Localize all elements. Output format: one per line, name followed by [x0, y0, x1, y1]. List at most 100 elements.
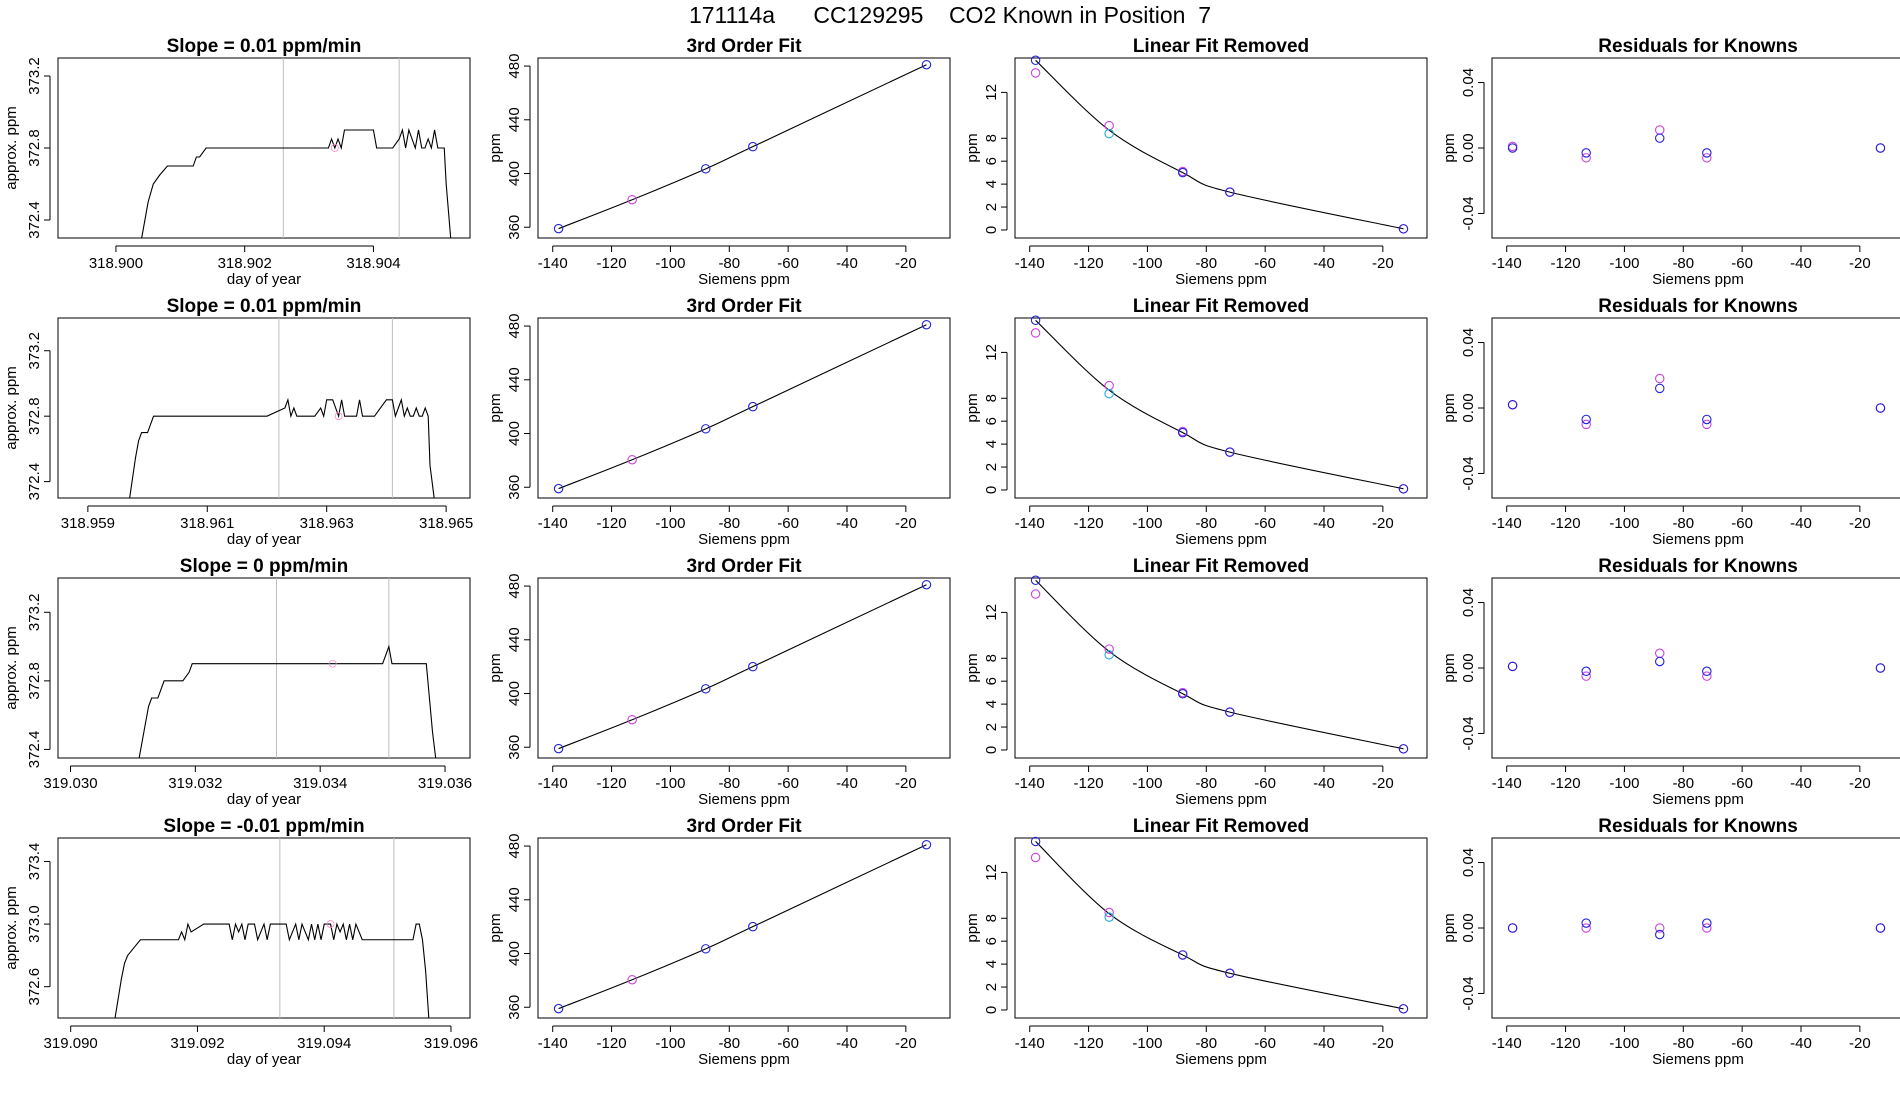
y-tick-label: 480 — [506, 54, 523, 79]
data-point-violet — [1581, 671, 1591, 681]
plot-frame — [537, 317, 951, 499]
x-tick-label: -140 — [1015, 255, 1045, 272]
x-axis-label: Siemens ppm — [1175, 791, 1267, 808]
data-point-violet — [1702, 923, 1712, 933]
x-axis-label: day of year — [227, 791, 301, 808]
fit-curve — [558, 324, 927, 490]
data-point-blue — [1875, 143, 1886, 153]
data-point-blue — [1177, 167, 1188, 178]
x-tick-label: 318.965 — [419, 515, 473, 532]
y-tick-label: 12 — [983, 84, 1000, 101]
y-tick-label: 372.8 — [26, 397, 43, 435]
x-tick-label: -60 — [777, 1035, 799, 1052]
data-point-violet — [1104, 380, 1114, 391]
data-point-blue — [1030, 575, 1041, 586]
data-point-blue — [700, 944, 711, 954]
x-tick-label: -60 — [777, 775, 799, 792]
x-axis-label: Siemens ppm — [1175, 271, 1267, 288]
series-line — [114, 922, 430, 1018]
data-point-blue — [1507, 923, 1518, 933]
y-axis-label: approx. ppm — [3, 626, 20, 709]
x-tick-label: -80 — [1195, 255, 1217, 272]
data-point-cyan — [1104, 388, 1114, 399]
x-tick-label: -80 — [1672, 515, 1694, 532]
x-tick-label: -60 — [1254, 515, 1276, 532]
panel-title: Slope = 0.01 ppm/min — [167, 36, 362, 57]
y-tick-label: 400 — [506, 941, 523, 966]
x-tick-label: -120 — [597, 1035, 627, 1052]
panel-r3-c4: Residuals for Knowns -140 -120 -100 -80 -60 -4… — [1441, 556, 1900, 808]
y-tick-label: 0 — [983, 746, 1000, 754]
y-tick-label: 373.0 — [26, 905, 43, 943]
x-tick-label: -80 — [1195, 775, 1217, 792]
plot-frame — [537, 577, 951, 759]
y-tick-label: 373.2 — [26, 594, 43, 632]
x-tick-label: -120 — [1551, 255, 1581, 272]
x-tick-label: -80 — [1672, 1035, 1694, 1052]
y-tick-label: 0.04 — [1460, 848, 1477, 877]
data-point-blue — [1030, 55, 1041, 66]
y-tick-label: 4 — [983, 700, 1000, 708]
x-axis-label: Siemens ppm — [698, 271, 790, 288]
y-tick-label: 0.00 — [1460, 913, 1477, 942]
panel-title: Slope = 0.01 ppm/min — [167, 296, 362, 317]
x-tick-label: -20 — [895, 515, 917, 532]
panel-title: Slope = 0 ppm/min — [180, 556, 348, 577]
fit-curve — [1035, 579, 1404, 750]
data-point-cyan — [1104, 128, 1114, 139]
data-point-violet — [1581, 153, 1591, 163]
panel-title: 3rd Order Fit — [686, 36, 802, 57]
x-tick-label: -40 — [1790, 515, 1812, 532]
data-point-blue — [1581, 666, 1591, 677]
y-axis-label: ppm — [1441, 133, 1458, 162]
data-point-violet — [1654, 125, 1665, 135]
data-point-blue — [553, 223, 564, 234]
x-tick-label: -120 — [1074, 775, 1104, 792]
y-tick-label: 8 — [983, 914, 1000, 922]
x-tick-label: -140 — [538, 775, 568, 792]
x-axis-label: Siemens ppm — [698, 1051, 790, 1068]
y-tick-label: 440 — [506, 627, 523, 652]
data-point-blue — [700, 164, 711, 174]
y-tick-label: 0 — [983, 226, 1000, 234]
plot-frame — [57, 57, 471, 239]
fit-curve — [1035, 841, 1404, 1010]
y-tick-label: 12 — [983, 604, 1000, 621]
panel-r2-c2: 3rd Order Fit -140 -120 -100 -80 -60 -40 -20 Sie… — [487, 296, 951, 548]
data-point-blue — [1654, 383, 1665, 394]
data-point-blue — [1581, 148, 1591, 158]
data-point — [326, 920, 335, 928]
y-tick-label: 8 — [983, 134, 1000, 142]
panel-title: Residuals for Knowns — [1598, 36, 1798, 57]
panel-title: Residuals for Knowns — [1598, 816, 1798, 837]
y-tick-label: 0.04 — [1460, 328, 1477, 357]
x-tick-label: 318.902 — [218, 255, 272, 272]
x-tick-label: -40 — [1790, 1035, 1812, 1052]
series-line — [129, 397, 435, 498]
panel-r2-c3: Linear Fit Removed -140 -120 -100 -80 -60 -40 -… — [964, 296, 1428, 548]
data-point-violet — [1654, 648, 1665, 659]
plot-frame — [1491, 317, 1900, 499]
x-axis-label: Siemens ppm — [698, 791, 790, 808]
x-axis-label: Siemens ppm — [1175, 531, 1267, 548]
data-point-violet — [1654, 373, 1665, 384]
panel-r1-c2: 3rd Order Fit -140 -120 -100 -80 -60 -40 -20 Sie… — [487, 36, 951, 288]
data-point-cyan — [1104, 912, 1114, 922]
x-tick-label: -20 — [1849, 775, 1871, 792]
data-point-blue — [1225, 187, 1235, 197]
data-point-blue — [1398, 744, 1409, 754]
y-tick-label: 0.00 — [1460, 653, 1477, 682]
x-tick-label: -120 — [597, 515, 627, 532]
x-tick-label: -20 — [895, 775, 917, 792]
x-tick-label: -20 — [1372, 775, 1394, 792]
x-tick-label: -120 — [1551, 775, 1581, 792]
data-point-violet — [627, 974, 637, 985]
y-tick-label: 6 — [983, 937, 1000, 945]
x-tick-label: -140 — [1015, 775, 1045, 792]
data-point-violet — [1030, 68, 1041, 78]
fit-curve — [1035, 319, 1404, 490]
x-tick-label: -100 — [1609, 775, 1639, 792]
panel-title: Linear Fit Removed — [1133, 816, 1309, 837]
x-tick-label: -80 — [718, 515, 740, 532]
